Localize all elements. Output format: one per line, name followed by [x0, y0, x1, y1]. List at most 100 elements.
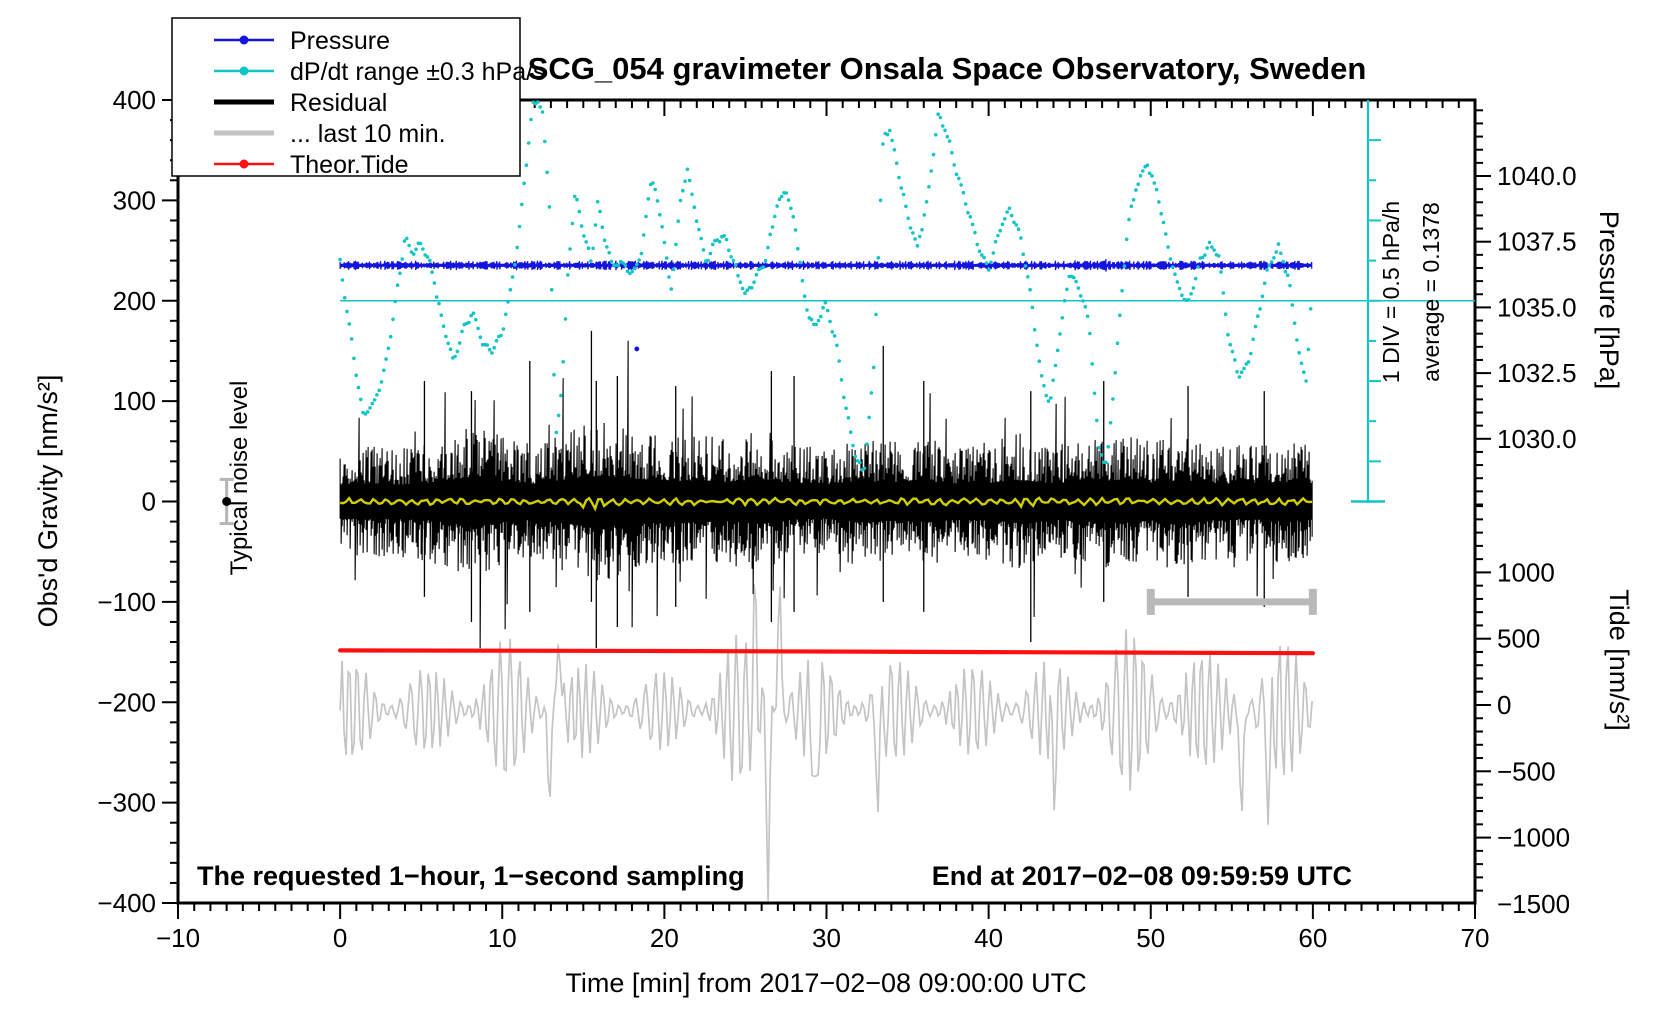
- dpdt-dot: [1145, 163, 1150, 167]
- dpdt-dot: [556, 413, 561, 418]
- dpdt-dot: [494, 339, 499, 343]
- dpdt-dot: [961, 190, 966, 195]
- gravity-tick-label: 400: [113, 85, 156, 115]
- dpdt-dot: [692, 205, 697, 209]
- legend-entry: dP/dt range ±0.3 hPa/s: [214, 58, 546, 86]
- gravity-tick-label: 300: [113, 185, 156, 215]
- dpdt-dot: [920, 227, 924, 232]
- dpdt-dot: [1055, 348, 1060, 353]
- dpdt-dot: [515, 245, 519, 250]
- axes: −10 0 10 20 30 40 50 60 704003002001000−100−200−…: [97, 85, 1576, 953]
- dpdt-dot: [1106, 445, 1111, 449]
- dpdt-dot: [678, 198, 683, 203]
- x-tick-label: 30: [812, 923, 841, 953]
- dpdt-dot: [899, 186, 904, 190]
- dpdt-dot: [476, 326, 480, 331]
- dpdt-dot: [1046, 399, 1051, 403]
- dpdt-dot: [1049, 396, 1053, 400]
- dpdt-dot: [796, 246, 800, 251]
- dpdt-dot: [904, 204, 908, 209]
- dpdt-dot: [1124, 237, 1129, 242]
- dpdt-dot: [405, 236, 409, 241]
- dpdt-dot: [393, 299, 398, 304]
- dpdt-dot: [1292, 321, 1297, 326]
- dpdt-dot: [1014, 223, 1019, 227]
- pressure-tick-label: 1035.0: [1497, 292, 1577, 322]
- dpdt-dot: [1297, 351, 1301, 355]
- dpdt-dot: [1065, 287, 1069, 292]
- dpdt-dot: [802, 294, 807, 299]
- dpdt-dot: [637, 258, 641, 262]
- dpdt-dot: [745, 288, 749, 293]
- dpdt-dot: [1104, 460, 1108, 465]
- dpdt-dot: [770, 225, 775, 229]
- dpdt-dot: [954, 172, 959, 177]
- dpdt-dot: [1108, 421, 1113, 425]
- dpdt-dot: [819, 314, 823, 319]
- dpdt-dot: [800, 278, 805, 283]
- dpdt-dot: [469, 313, 474, 318]
- dpdt-dot: [740, 286, 745, 291]
- dpdt-dot: [727, 248, 731, 253]
- pressure-tick-label: 1037.5: [1497, 227, 1577, 257]
- smoothed-residual-trace: [340, 495, 1313, 512]
- dpdt-dot: [973, 230, 977, 235]
- dpdt-dot: [908, 226, 913, 230]
- dpdt-dot: [963, 202, 968, 206]
- dpdt-dot: [975, 242, 979, 247]
- dpdt-dot: [779, 194, 784, 199]
- dpdt-dot: [1003, 217, 1007, 221]
- dpdt-dot: [844, 406, 848, 411]
- tide-axis-title: Tide [nm/s²]: [1604, 589, 1634, 731]
- dpdt-dot: [683, 179, 687, 183]
- dpdt-dot: [1131, 198, 1136, 202]
- dpdt-dot: [1005, 210, 1009, 214]
- dpdt-dot: [1081, 299, 1085, 303]
- dpdt-dot: [1279, 251, 1283, 256]
- dpdt-dot: [356, 385, 361, 390]
- dpdt-dot: [977, 249, 982, 253]
- dpdt-dot: [1212, 248, 1216, 252]
- dpdt-dot: [869, 391, 874, 395]
- dpdt-dot: [414, 247, 418, 252]
- pressure-axis-title: Pressure [hPa]: [1594, 211, 1624, 390]
- x-tick-label: 20: [650, 923, 679, 953]
- pressure-tick-label: 1032.5: [1497, 358, 1577, 388]
- dpdt-dot: [1159, 211, 1163, 216]
- dpdt-dot: [501, 327, 506, 331]
- dpdt-dot: [363, 412, 368, 416]
- dpdt-dot: [664, 256, 669, 260]
- dpdt-dot: [858, 460, 862, 465]
- dpdt-dot: [945, 134, 950, 139]
- dpdt-dot: [752, 280, 756, 285]
- dpdt-dot: [1269, 260, 1274, 264]
- dpdt-dot: [1281, 259, 1285, 264]
- dpdt-dot: [832, 334, 837, 338]
- dpdt-dot: [347, 322, 352, 326]
- dpdt-dot: [865, 442, 869, 447]
- dpdt-dot: [837, 359, 841, 363]
- dpdt-dot: [828, 319, 832, 324]
- dpdt-dot: [743, 291, 747, 296]
- dpdt-dot: [439, 313, 444, 318]
- dpdt-dot: [632, 266, 637, 271]
- dpdt-dot: [499, 333, 503, 338]
- dpdt-dot: [710, 242, 715, 247]
- dpdt-dot: [625, 269, 630, 274]
- tide-tick-label: 500: [1497, 624, 1540, 654]
- legend: Pressure dP/dt range ±0.3 hPa/s Residual..…: [171, 17, 546, 179]
- dpdt-dot: [717, 240, 722, 244]
- dpdt-dot: [830, 330, 835, 334]
- dpdt-dot: [1161, 220, 1166, 225]
- dpdt-dot: [1267, 263, 1272, 268]
- dpdt-dot: [1203, 253, 1207, 257]
- dpdt-dot: [646, 197, 651, 201]
- dpdt-dot: [966, 210, 970, 215]
- dpdt-dot: [1168, 257, 1173, 261]
- dpdt-dot: [563, 317, 568, 321]
- dpdt-dot: [441, 324, 446, 329]
- dpdt-dot: [968, 215, 973, 219]
- dpdt-dot: [386, 346, 391, 351]
- dpdt-dot: [635, 262, 639, 267]
- dpdt-dot: [681, 188, 685, 193]
